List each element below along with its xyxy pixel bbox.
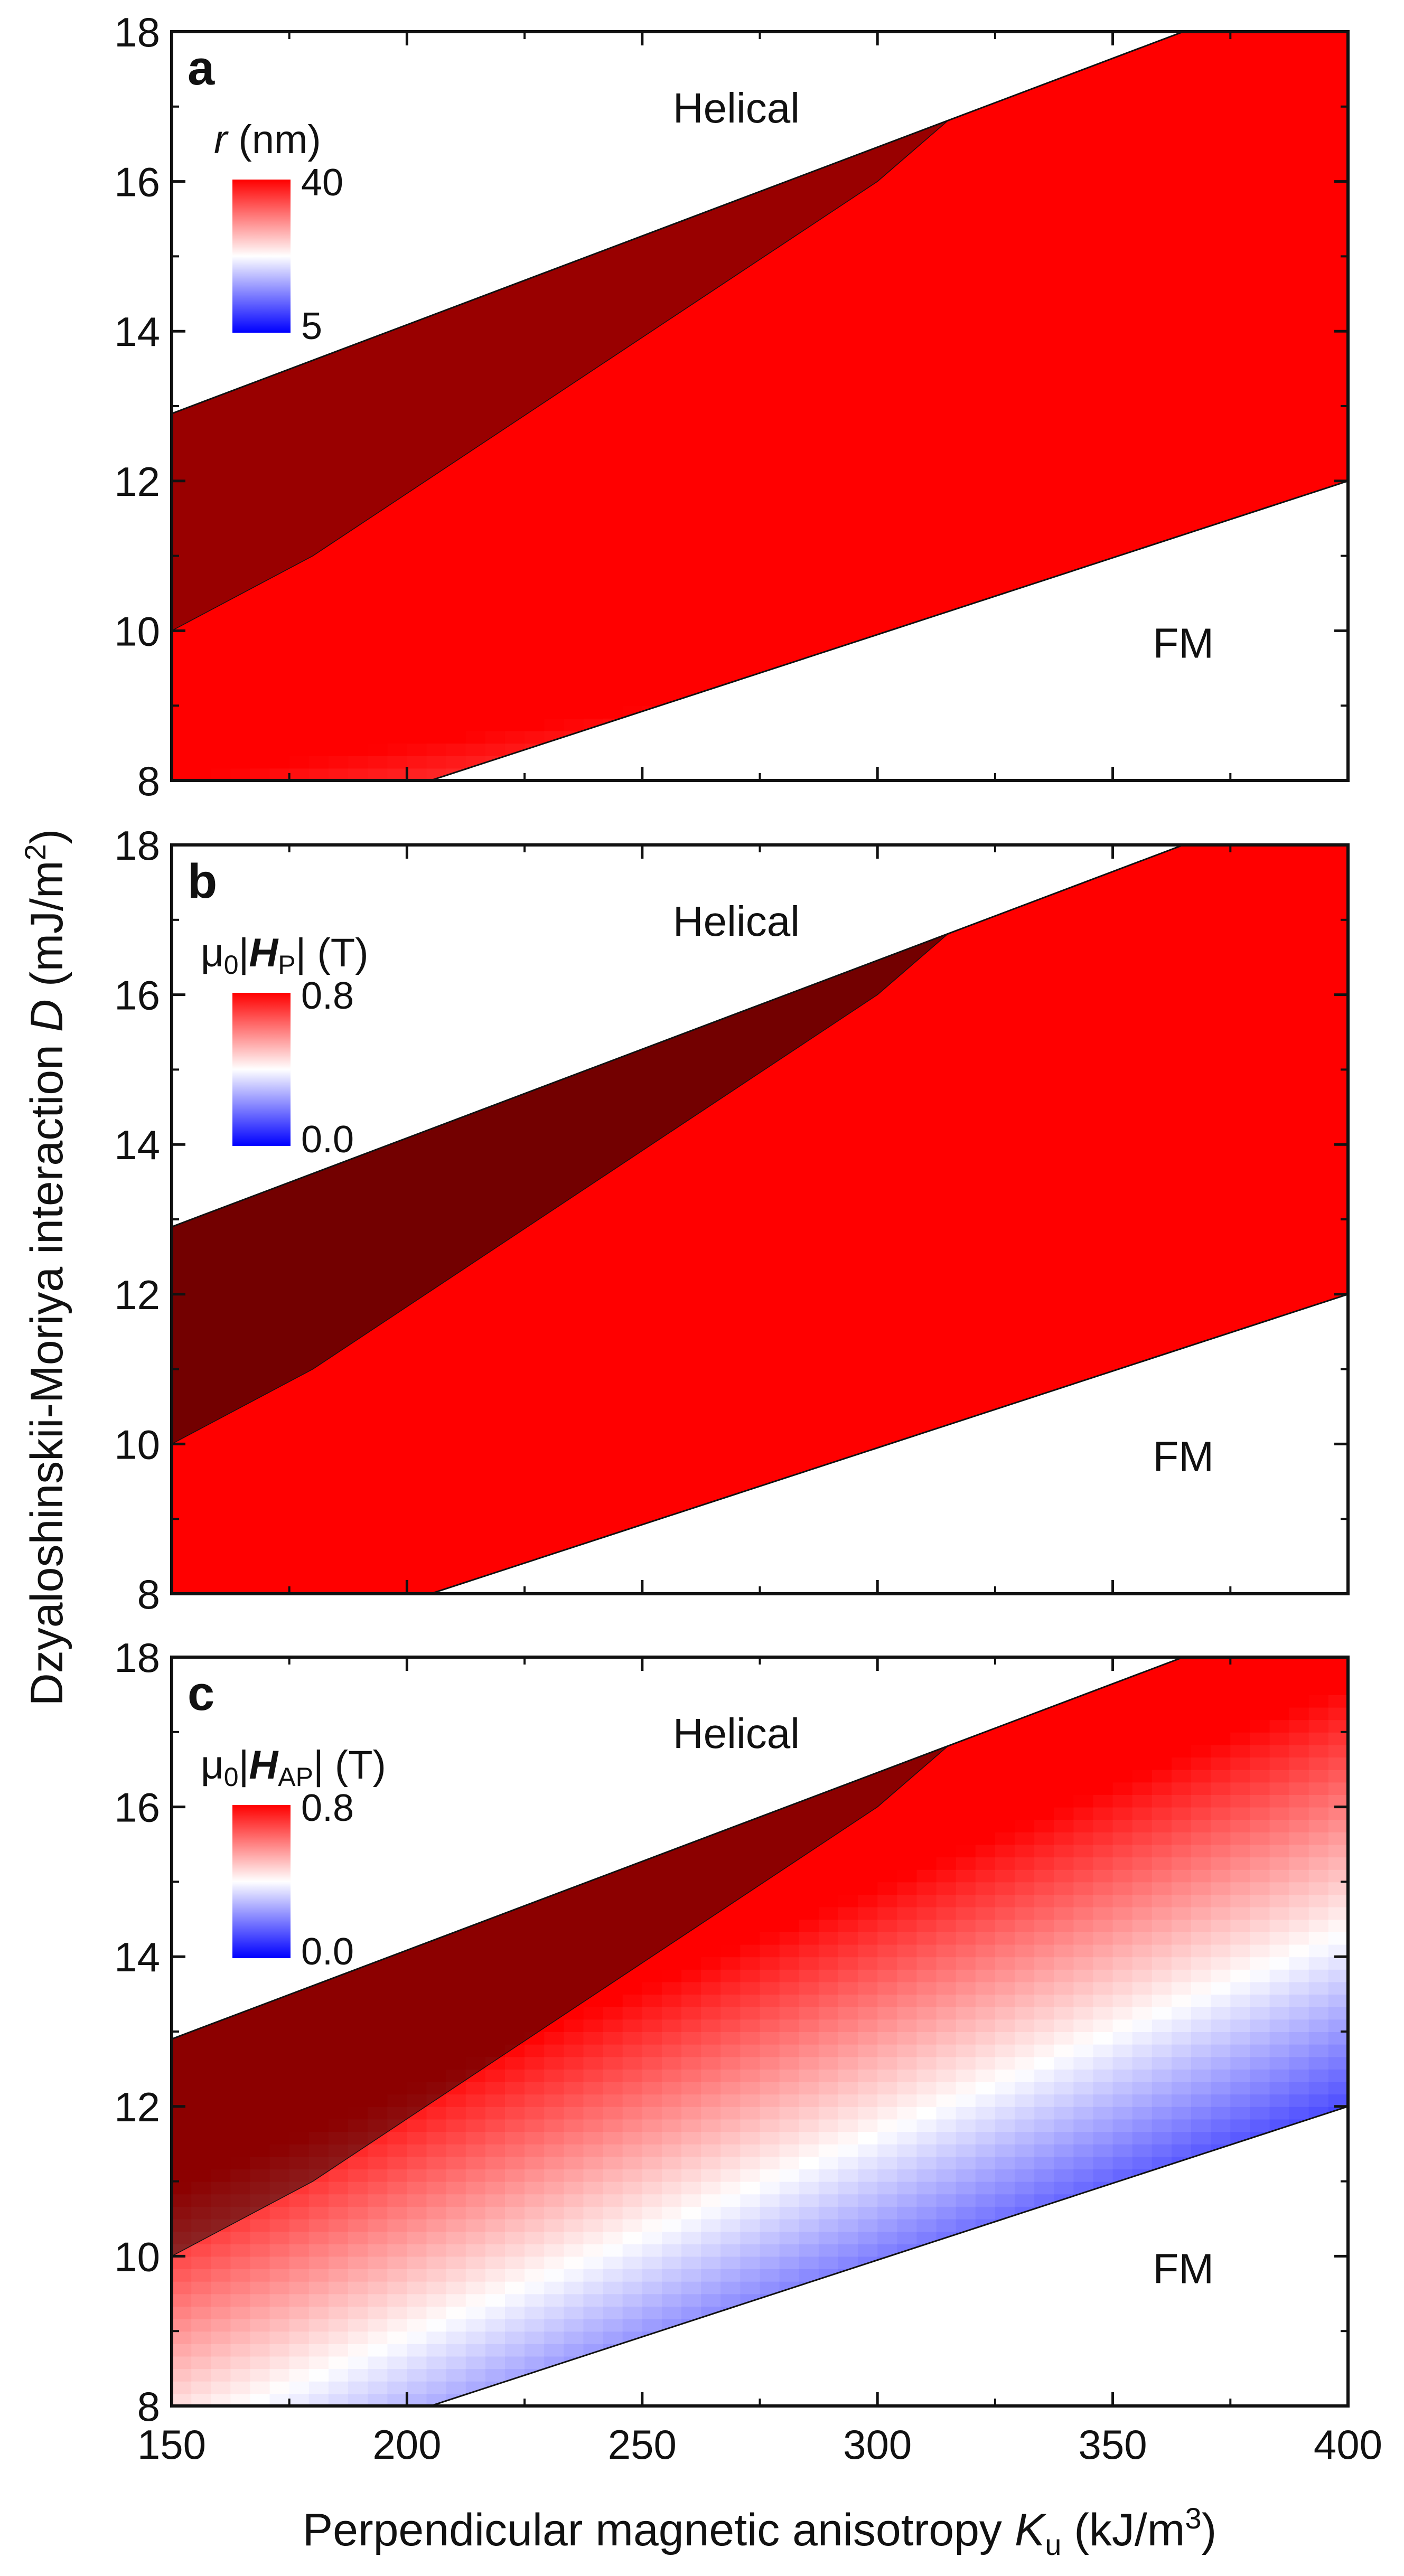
region-label-helical: Helical <box>673 84 800 131</box>
upper-boundary-line <box>172 1657 1184 2040</box>
lower-boundary-line <box>430 2105 1348 2406</box>
colorbar-min-label: 0.0 <box>301 1931 354 1973</box>
upper-boundary-line <box>172 32 1184 415</box>
y-tick-label: 12 <box>114 2084 160 2130</box>
y-tick-label: 12 <box>114 1272 160 1318</box>
panel-b: 8 10 12 14 16 18 b Helical FM μ0|HP| (T)0.8 0.0 <box>114 822 1350 1618</box>
x-tick-label: 150 <box>137 2421 206 2468</box>
panel-label: a <box>188 41 215 95</box>
y-tick-label: 8 <box>137 1571 160 1618</box>
panel-label: b <box>188 854 217 908</box>
x-tick-label: 400 <box>1314 2421 1382 2468</box>
upper-boundary-line <box>172 845 1184 1228</box>
region-label-fm: FM <box>1153 2245 1214 2292</box>
y-tick-label: 14 <box>114 1934 160 1980</box>
y-tick-label: 10 <box>114 608 160 654</box>
y-axis-label: Dzyaloshinskii-Moriya interaction D (mJ/… <box>18 829 72 1706</box>
region-label-helical: Helical <box>673 898 800 945</box>
y-tick-label: 10 <box>114 1421 160 1468</box>
y-tick-label: 12 <box>114 458 160 505</box>
colorbar-max-label: 0.8 <box>301 1787 354 1829</box>
panel-a: 8 10 12 14 16 18 a Helical FM r (nm)40 5 <box>114 9 1350 804</box>
x-tick-label: 200 <box>372 2421 441 2468</box>
y-tick-label: 18 <box>114 9 160 55</box>
y-tick-label: 14 <box>114 308 160 355</box>
y-tick-label: 10 <box>114 2233 160 2280</box>
colorbar-min-label: 0.0 <box>301 1118 354 1161</box>
lower-boundary-line <box>430 1293 1348 1594</box>
colorbar <box>232 180 291 333</box>
colorbar-max-label: 40 <box>301 162 343 204</box>
x-tick-label: 350 <box>1079 2421 1147 2468</box>
colorbar-title: μ0|HAP| (T) <box>201 1743 386 1792</box>
region-label-fm: FM <box>1153 620 1214 667</box>
y-tick-label: 16 <box>114 159 160 205</box>
colorbar-max-label: 0.8 <box>301 975 354 1017</box>
colorbar-title: r (nm) <box>214 117 321 162</box>
y-tick-label: 18 <box>114 1634 160 1681</box>
x-tick-label: 300 <box>843 2421 912 2468</box>
panel-label: c <box>188 1667 214 1721</box>
y-tick-label: 14 <box>114 1122 160 1168</box>
colorbar <box>232 993 291 1146</box>
colorbar-min-label: 5 <box>301 305 322 347</box>
y-tick-label: 16 <box>114 972 160 1019</box>
colorbar-title: μ0|HP| (T) <box>201 930 369 980</box>
region-label-helical: Helical <box>673 1710 800 1757</box>
region-label-fm: FM <box>1153 1433 1214 1480</box>
y-tick-label: 16 <box>114 1784 160 1831</box>
x-axis-label: Perpendicular magnetic anisotropy Ku (kJ… <box>303 2502 1216 2561</box>
y-tick-label: 8 <box>137 758 160 804</box>
panel-c: 8 10 12 14 16 18 150 200 250 300 350 400 c Helical FM μ… <box>114 1634 1382 2468</box>
lower-boundary-line <box>430 480 1348 781</box>
x-tick-label: 250 <box>608 2421 677 2468</box>
colorbar <box>232 1805 291 1958</box>
y-tick-label: 18 <box>114 822 160 869</box>
y-tick-label: 8 <box>137 2383 160 2430</box>
